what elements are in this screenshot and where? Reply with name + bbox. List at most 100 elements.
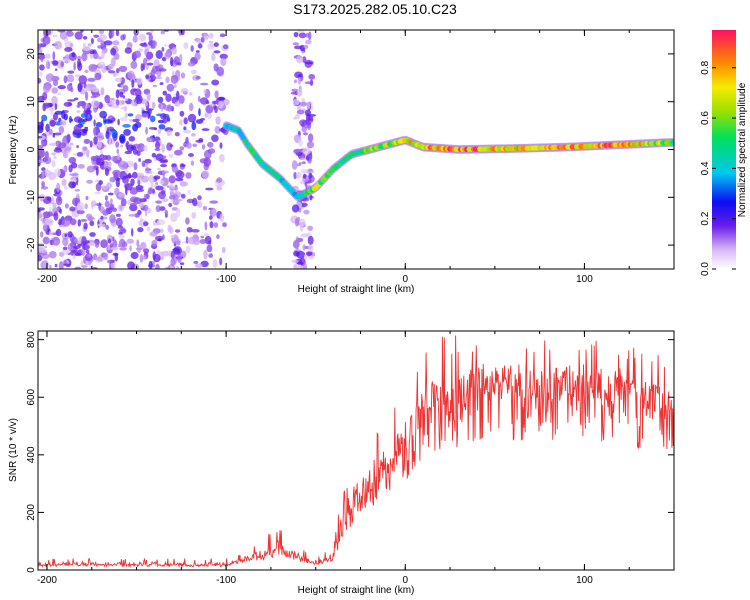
spectrogram-noise-cell <box>138 244 147 249</box>
spectrogram-noise-cell <box>106 154 112 161</box>
spectrogram-noise-cell <box>157 128 162 135</box>
spectrogram-noise-cell <box>129 203 137 207</box>
spectrogram-noise-cell <box>151 152 157 158</box>
spectrogram-noise-cell <box>101 185 108 190</box>
spectrogram-noise-cell <box>84 203 88 210</box>
spectrogram-noise-cell <box>168 175 176 184</box>
spectrogram-noise-cell <box>83 138 91 144</box>
spectrogram-noise-cell <box>47 61 51 69</box>
spectrogram-noise-cell <box>135 94 143 105</box>
spectrogram-noise-cell <box>80 113 87 118</box>
spectrogram-noise-cell <box>76 152 84 157</box>
spectrogram-noise-cell <box>110 246 119 251</box>
spectrogram-noise-cell <box>293 148 302 155</box>
spectrogram-noise-cell <box>88 63 97 71</box>
spectrogram-noise-cell <box>110 30 115 38</box>
spectrogram-noise-cell <box>54 103 58 110</box>
spectrogram-noise-cell <box>137 177 141 181</box>
spectrogram-noise-cell <box>105 131 110 139</box>
spectrogram-noise-cell <box>216 66 225 77</box>
spectrogram-noise-cell <box>169 144 174 148</box>
spectrogram-noise-cell <box>151 66 158 74</box>
spectrogram-noise-cell <box>217 96 226 101</box>
spectrogram-noise-cell <box>53 211 59 221</box>
spectrogram-noise-cell <box>189 102 194 112</box>
spectrogram-noise-cell <box>306 251 313 256</box>
spectrogram-noise-cell <box>208 253 214 258</box>
spectrogram-noise-cell <box>62 167 66 171</box>
spectrogram-noise-cell <box>213 222 219 228</box>
spectrogram-noise-cell <box>43 102 50 109</box>
spectrogram-noise-cell <box>119 170 127 180</box>
spectrogram-noise-cell <box>179 146 185 151</box>
spectrogram-noise-cell <box>300 157 306 161</box>
spectrogram-noise-cell <box>40 231 44 238</box>
spectrogram-noise-cell <box>148 260 153 269</box>
spectrogram-noise-cell <box>93 136 98 145</box>
spectrogram-noise-cell <box>39 64 45 71</box>
spectrogram-noise-cell <box>89 220 95 227</box>
spectrogram-noise-cell <box>129 187 138 195</box>
spectrogram-noise-cell <box>182 129 192 134</box>
spectrogram-noise-cell <box>122 95 126 99</box>
figure-title: S173.2025.282.05.10.C23 <box>293 1 457 17</box>
snr-plot-area <box>38 331 674 570</box>
spectrogram-noise-cell <box>193 260 199 264</box>
spectrogram-noise-cell <box>174 132 180 137</box>
spectrogram-noise-cell <box>85 91 89 101</box>
colorbar-label: Normalized spectral amplitude <box>737 82 748 217</box>
spectrogram-noise-cell <box>50 106 54 116</box>
spectrogram-noise-cell <box>101 49 105 60</box>
spectrogram-noise-cell <box>97 258 103 262</box>
spectrogram-noise-cell <box>132 148 139 155</box>
spectrogram-noise-cell <box>44 245 47 249</box>
spectrogram-noise-cell <box>82 129 88 134</box>
spectrogram-noise-cell <box>300 169 308 174</box>
spectrogram-noise-cell <box>159 228 164 233</box>
spectrogram-noise-cell <box>185 172 192 179</box>
spectrogram-noise-cell <box>87 253 92 258</box>
spectrogram-noise-cell <box>159 180 165 185</box>
spectrogram-noise-cell <box>103 252 109 261</box>
spectrogram-noise-cell <box>301 126 308 133</box>
spectrogram-noise-cell <box>197 43 203 49</box>
spectrogram-noise-cell <box>94 72 102 81</box>
spectrogram-noise-cell <box>110 97 115 101</box>
spectrogram-noise-cell <box>161 198 169 203</box>
spectrogram-noise-cell <box>77 55 82 61</box>
spectrogram-ylabel: Frequency (Hz) <box>8 116 19 185</box>
spectrogram-noise-cell <box>55 196 63 206</box>
spectrogram-noise-cell <box>145 51 154 60</box>
spectrogram-noise-cell <box>63 164 68 173</box>
spectrogram-noise-cell <box>104 167 110 177</box>
spectrogram-noise-cell <box>87 43 92 47</box>
spectrogram-noise-cell <box>61 178 67 187</box>
spectrogram-noise-cell <box>116 148 120 154</box>
spectrogram-noise-cell <box>179 119 183 126</box>
spectrogram-noise-cell <box>170 258 176 267</box>
snr-ylabel: SNR (10 * v/v) <box>8 418 19 482</box>
spectrogram-noise-cell <box>64 203 69 209</box>
snr-xtick-label: -200 <box>37 575 57 586</box>
spectrogram-noise-cell <box>120 34 125 41</box>
spectrogram-noise-cell <box>63 263 71 267</box>
spectrogram-noise-cell <box>38 77 42 84</box>
spectrogram-noise-cell <box>100 40 106 47</box>
spectrogram-noise-cell <box>41 171 45 180</box>
spectrogram-noise-cell <box>118 228 127 234</box>
spectrogram-noise-cell <box>69 142 74 146</box>
spectrogram-noise-cell <box>168 153 174 158</box>
spectrogram-noise-cell <box>305 155 310 161</box>
spectrogram-noise-cell <box>97 140 102 149</box>
spectrogram-noise-cell <box>122 85 129 92</box>
spectrogram-noise-cell <box>153 253 161 263</box>
spectrogram-noise-cell <box>135 185 144 190</box>
spectrogram-noise-cell <box>66 30 73 33</box>
spectrogram-noise-cell <box>169 195 176 200</box>
spectrogram-noise-cell <box>205 104 214 114</box>
spectrogram-noise-cell <box>66 146 71 151</box>
spectrogram-ridge-layer <box>222 121 674 201</box>
spectrogram-noise-cell <box>68 164 73 173</box>
spectrogram-noise-cell <box>149 231 158 237</box>
